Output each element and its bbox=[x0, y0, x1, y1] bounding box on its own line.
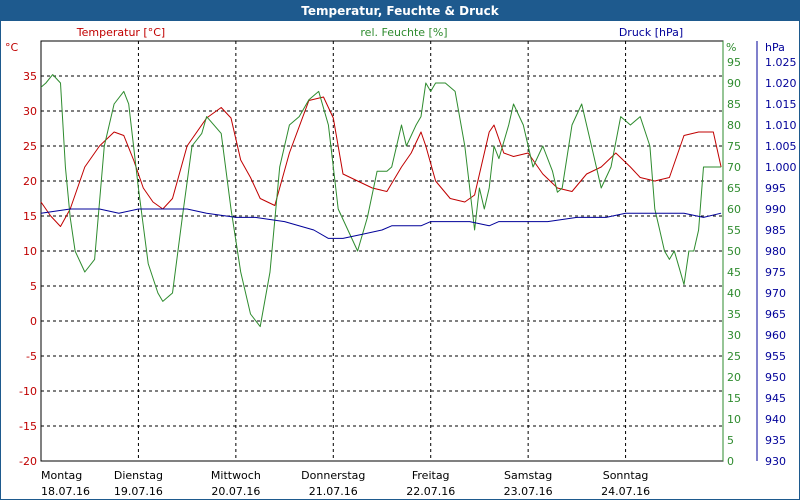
tick-label: 995 bbox=[765, 182, 786, 195]
humidity-ticks: 0 5 10 15 20 25 30 35 40 45 50 55 60 65 70 75 80 85 90 95 bbox=[727, 56, 741, 468]
tick-label: 0 bbox=[30, 315, 37, 328]
x-day-label: Dienstag bbox=[114, 469, 163, 482]
x-date-label: 18.07.16 bbox=[41, 485, 90, 498]
tick-label: 960 bbox=[765, 329, 786, 342]
tick-label: 50 bbox=[727, 245, 741, 258]
temperature-series-line bbox=[40, 96, 722, 227]
tick-label: 955 bbox=[765, 350, 786, 363]
tick-label: 0 bbox=[727, 455, 734, 468]
tick-label: 5 bbox=[727, 434, 734, 447]
tick-label: 60 bbox=[727, 203, 741, 216]
tick-label: 1.025 bbox=[765, 56, 797, 69]
x-date-label: 21.07.16 bbox=[309, 485, 358, 498]
tick-label: 1.010 bbox=[765, 119, 797, 132]
tick-label: 985 bbox=[765, 224, 786, 237]
tick-label: 30 bbox=[23, 105, 37, 118]
tick-label: 1.000 bbox=[765, 161, 797, 174]
window-title: Temperatur, Feuchte & Druck bbox=[1, 1, 799, 21]
tick-label: 30 bbox=[727, 329, 741, 342]
humidity-series-line bbox=[40, 74, 722, 328]
tick-label: 5 bbox=[30, 280, 37, 293]
tick-label: 15 bbox=[23, 210, 37, 223]
x-day-label: Mittwoch bbox=[211, 469, 261, 482]
x-day-label: Montag bbox=[41, 469, 82, 482]
tick-label: 65 bbox=[727, 182, 741, 195]
tick-label: 1.005 bbox=[765, 140, 797, 153]
tick-label: 25 bbox=[23, 140, 37, 153]
tick-label: 975 bbox=[765, 266, 786, 279]
x-date-label: 22.07.16 bbox=[406, 485, 455, 498]
humidity-unit: % bbox=[726, 41, 736, 54]
tick-label: 980 bbox=[765, 245, 786, 258]
tick-label: 85 bbox=[727, 98, 741, 111]
pressure-series-line bbox=[40, 208, 722, 239]
tick-label: 20 bbox=[23, 175, 37, 188]
tick-label: 55 bbox=[727, 224, 741, 237]
tick-label: 950 bbox=[765, 371, 786, 384]
tick-label: 990 bbox=[765, 203, 786, 216]
tick-label: 970 bbox=[765, 287, 786, 300]
pressure-unit: hPa bbox=[765, 41, 785, 54]
tick-label: -20 bbox=[19, 455, 37, 468]
x-axis-labels: Montag 18.07.16 Dienstag 19.07.16 Mittwoch 20… bbox=[41, 469, 650, 498]
x-day-label: Samstag bbox=[504, 469, 552, 482]
tick-label: 35 bbox=[727, 308, 741, 321]
x-date-label: 19.07.16 bbox=[114, 485, 163, 498]
tick-label: 75 bbox=[727, 140, 741, 153]
x-day-label: Donnerstag bbox=[301, 469, 365, 482]
x-day-label: Sonntag bbox=[603, 469, 649, 482]
tick-label: 10 bbox=[727, 413, 741, 426]
temperature-unit: °C bbox=[5, 41, 19, 54]
tick-label: 95 bbox=[727, 56, 741, 69]
pressure-axis-label: Druck [hPa] bbox=[619, 26, 683, 39]
tick-label: 945 bbox=[765, 392, 786, 405]
x-date-label: 20.07.16 bbox=[211, 485, 260, 498]
tick-label: 45 bbox=[727, 266, 741, 279]
tick-label: 80 bbox=[727, 119, 741, 132]
temperature-ticks: -20 -15 -10 -5 0 5 10 15 20 25 30 35 bbox=[19, 70, 37, 468]
tick-label: 1.015 bbox=[765, 98, 797, 111]
tick-label: 25 bbox=[727, 350, 741, 363]
tick-label: 40 bbox=[727, 287, 741, 300]
pressure-ticks: 930 935 940 945 950 955 960 965 970 975 980 985 990 9… bbox=[765, 56, 797, 468]
tick-label: 940 bbox=[765, 413, 786, 426]
tick-label: -10 bbox=[19, 385, 37, 398]
tick-label: 20 bbox=[727, 371, 741, 384]
tick-label: 930 bbox=[765, 455, 786, 468]
series bbox=[40, 74, 722, 328]
tick-label: 15 bbox=[727, 392, 741, 405]
tick-label: 1.020 bbox=[765, 77, 797, 90]
tick-label: 965 bbox=[765, 308, 786, 321]
tick-label: 935 bbox=[765, 434, 786, 447]
tick-label: 35 bbox=[23, 70, 37, 83]
tick-label: -15 bbox=[19, 420, 37, 433]
tick-label: -5 bbox=[26, 350, 37, 363]
x-date-label: 24.07.16 bbox=[601, 485, 650, 498]
tick-label: 10 bbox=[23, 245, 37, 258]
temperature-axis-label: Temperatur [°C] bbox=[76, 26, 165, 39]
humidity-axis-label: rel. Feuchte [%] bbox=[360, 26, 447, 39]
grid bbox=[41, 41, 723, 461]
tick-label: 70 bbox=[727, 161, 741, 174]
x-day-label: Freitag bbox=[412, 469, 450, 482]
x-date-label: 23.07.16 bbox=[504, 485, 553, 498]
tick-label: 90 bbox=[727, 77, 741, 90]
